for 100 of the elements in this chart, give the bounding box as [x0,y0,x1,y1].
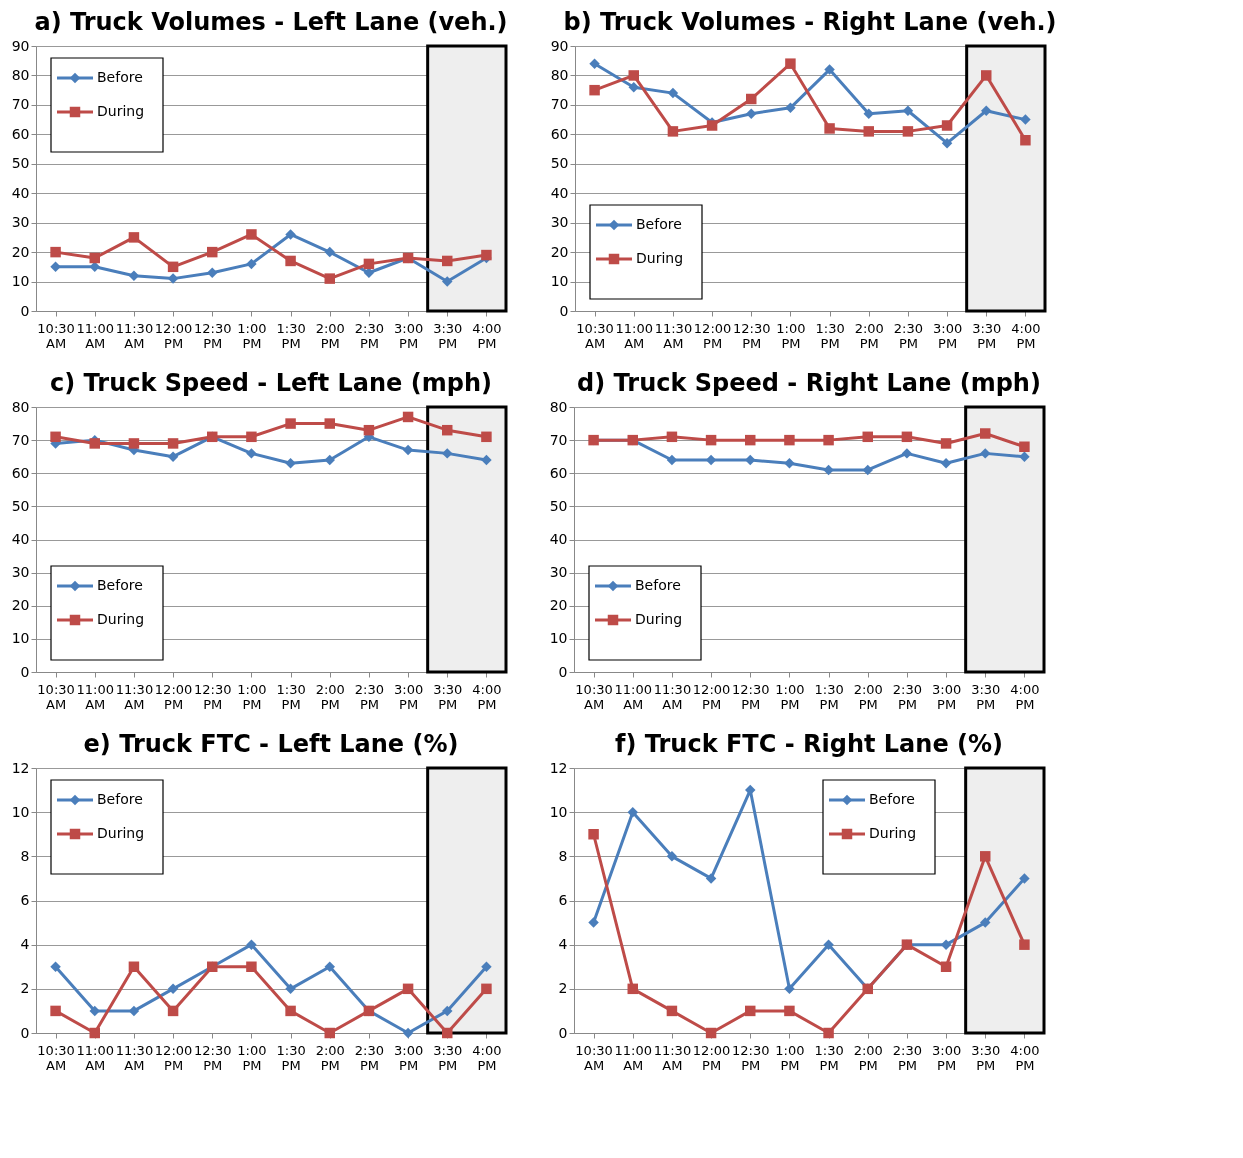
point [324,961,335,972]
legend-label: Before [97,577,143,593]
point [442,255,453,267]
y-tick-label: 0 [559,302,569,319]
x-tick-label: 11:30 AM [653,1042,692,1073]
x-tick-label: 11:00 AM [76,681,114,712]
point [246,229,257,240]
y-tick-label: 4 [558,936,568,953]
point [285,458,296,469]
legend-label: During [97,611,145,627]
x-tick-label: 12:00 PM [693,320,732,351]
point [128,232,140,243]
point [89,1005,100,1017]
chart-title: f) Truck FTC - Right Lane (%) [614,730,1004,758]
x-tick-label: 2:00 PM [315,1042,345,1073]
point [481,961,492,972]
x-tick-label: 1:00 PM [237,681,267,712]
point [285,229,296,240]
y-tick-label: 50 [11,155,30,172]
x-tick-label: 12:00 PM [154,1042,193,1073]
y-tick-label: 10 [550,273,569,290]
x-tick-label: 2:30 PM [893,320,924,351]
point [940,438,952,449]
point [746,108,757,119]
y-tick-label: 60 [11,125,30,142]
point [1019,873,1030,884]
point [901,431,913,443]
point [50,246,61,258]
y-tick-label: 0 [558,1024,568,1041]
y-tick-label: 60 [11,464,30,481]
legend-label: Before [635,577,681,593]
point [980,917,991,928]
y-tick-label: 0 [20,302,30,319]
y-tick-label: 40 [549,531,568,547]
point [980,428,991,439]
point [442,276,453,287]
chart-title: b) Truck Volumes - Right Lane (veh.) [563,8,1057,36]
point [588,829,599,840]
point [862,431,873,443]
x-tick-label: 1:30 PM [276,681,306,712]
x-tick-label: 4:00 PM [472,320,502,351]
point [246,448,257,459]
legend-label: During [636,250,684,266]
x-tick-label: 2:00 PM [853,681,883,712]
point [128,438,140,449]
point [128,961,140,972]
point [89,1027,100,1039]
point [589,84,600,96]
point [207,267,218,278]
chart-title: e) Truck FTC - Left Lane (%) [83,730,459,758]
x-tick-label: 3:30 PM [971,681,1001,712]
point [667,126,679,137]
point [823,464,834,476]
x-tick-label: 2:00 PM [853,1042,883,1073]
x-tick-label: 12:30 PM [733,320,771,351]
y-tick-label: 20 [11,597,30,614]
legend-label: Before [97,791,143,807]
y-tick-label: 90 [11,37,30,54]
point [481,431,492,443]
point [588,917,599,928]
y-tick-label: 10 [549,630,568,647]
y-tick-label: 4 [20,936,30,953]
y-tick-label: 70 [11,431,30,448]
point [246,939,257,950]
x-tick-label: 1:30 PM [276,1042,306,1073]
point [246,431,257,443]
point [442,1027,453,1039]
point [481,454,492,466]
x-tick-label: 1:00 PM [775,681,805,712]
point [824,64,835,75]
point [823,1027,834,1039]
y-tick-label: 30 [550,214,569,231]
point [1020,134,1031,146]
point [863,126,874,137]
point [442,424,453,436]
point [705,873,717,884]
point [589,58,600,69]
x-tick-label: 2:00 PM [315,681,345,712]
y-tick-label: 60 [549,464,568,481]
y-tick-label: 80 [550,66,569,83]
y-tick-label: 50 [11,497,30,514]
x-tick-label: 12:00 PM [154,320,193,351]
point [324,246,335,258]
y-tick-label: 0 [20,1024,30,1041]
x-tick-label: 1:00 PM [775,1042,805,1073]
legend-label: During [869,825,917,841]
x-tick-label: 10:30 AM [575,681,613,712]
x-tick-label: 1:00 PM [237,320,267,351]
x-tick-label: 3:30 PM [971,1042,1001,1073]
x-tick-label: 10:30 AM [37,320,75,351]
y-tick-label: 40 [550,184,569,201]
y-tick-label: 60 [550,125,569,142]
chart-title: d) Truck Speed - Right Lane (mph) [577,369,1041,397]
point [980,851,991,862]
x-tick-label: 4:00 PM [1010,681,1040,712]
point [442,1005,453,1017]
y-tick-label: 10 [11,273,30,290]
point [901,448,913,459]
x-tick-label: 3:00 PM [393,681,424,712]
point [285,255,296,267]
